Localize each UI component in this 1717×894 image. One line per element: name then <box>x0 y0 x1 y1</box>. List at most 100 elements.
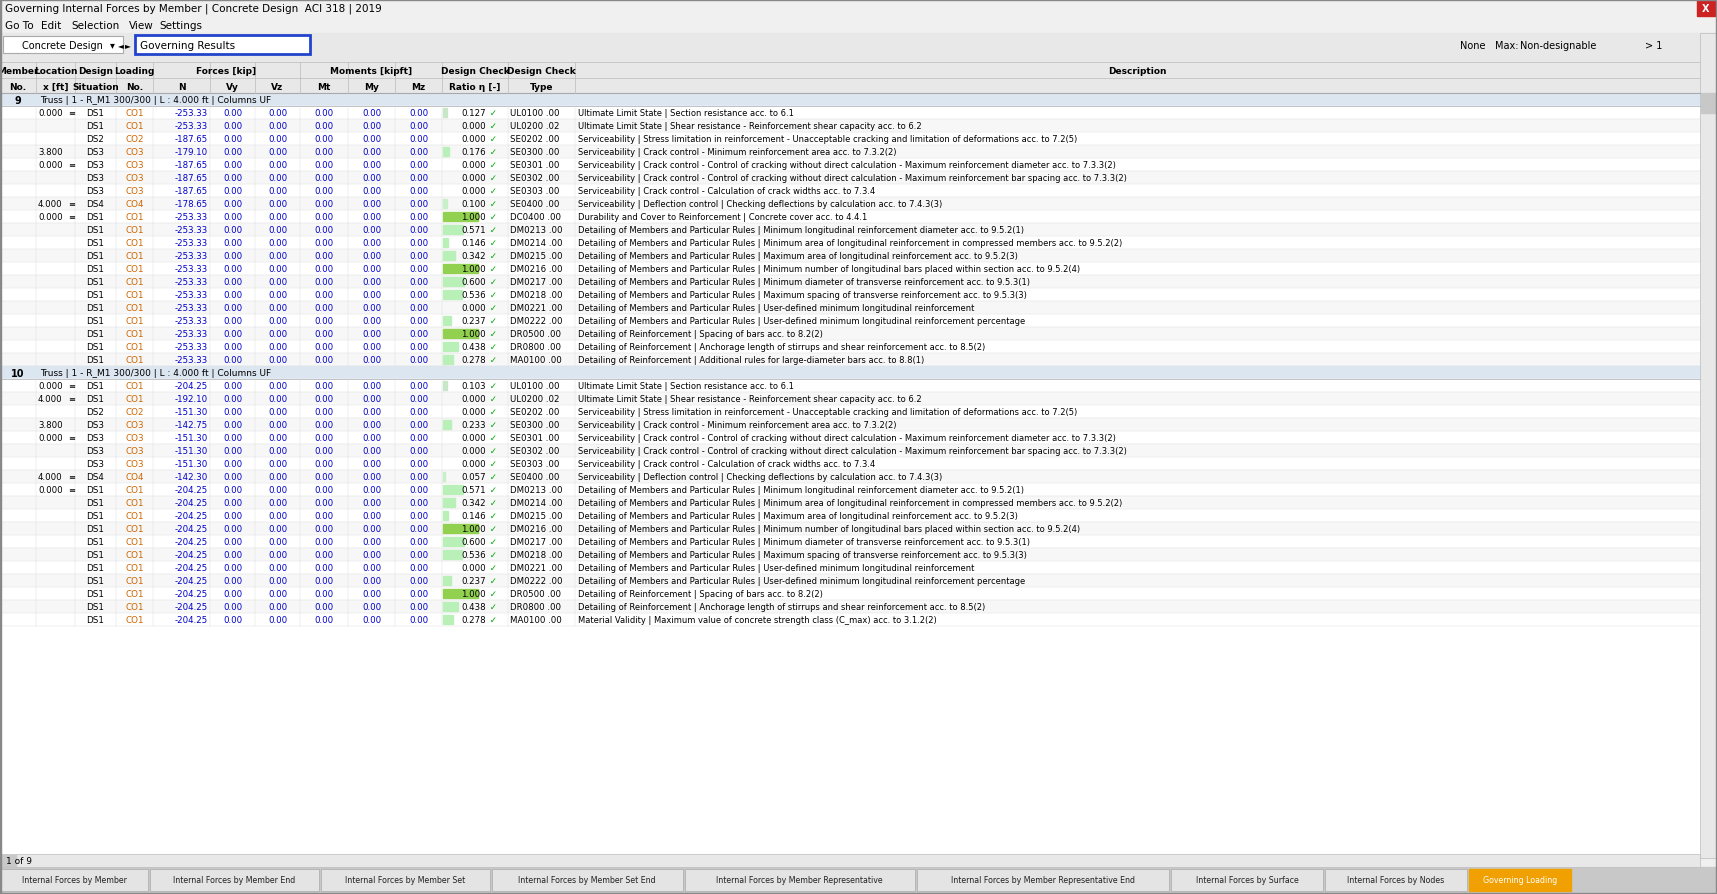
Text: 0.00: 0.00 <box>409 122 428 131</box>
Text: 0.00: 0.00 <box>362 408 381 417</box>
Text: 0.00: 0.00 <box>362 394 381 403</box>
Text: 1 of 9: 1 of 9 <box>5 856 33 865</box>
Text: Non-designable: Non-designable <box>1520 40 1597 50</box>
Bar <box>0 94 1700 107</box>
Text: ≡: ≡ <box>69 472 76 482</box>
Bar <box>0 496 1700 510</box>
Text: ✓: ✓ <box>488 394 496 403</box>
Text: SE0400 .00: SE0400 .00 <box>510 472 560 482</box>
Text: 0.00: 0.00 <box>268 472 287 482</box>
Bar <box>0 536 1700 548</box>
Text: Selection: Selection <box>72 21 120 31</box>
Text: -253.33: -253.33 <box>175 265 208 274</box>
Bar <box>443 226 464 235</box>
Text: -179.10: -179.10 <box>175 148 208 156</box>
Text: Detailing of Members and Particular Rules | Maximum spacing of transverse reinfo: Detailing of Members and Particular Rule… <box>579 551 1027 560</box>
Text: 0.278: 0.278 <box>462 356 486 365</box>
Text: 0.00: 0.00 <box>314 330 333 339</box>
Text: 0.278: 0.278 <box>462 615 486 624</box>
Text: 0.00: 0.00 <box>223 239 242 248</box>
Text: 0.00: 0.00 <box>362 577 381 586</box>
Text: CO4: CO4 <box>125 472 144 482</box>
Text: -253.33: -253.33 <box>175 239 208 248</box>
Text: No.: No. <box>9 82 26 91</box>
Text: ✓: ✓ <box>488 356 496 365</box>
Text: ✓: ✓ <box>488 460 496 468</box>
Text: Serviceability | Crack control - Control of cracking without direct calculation : Serviceability | Crack control - Control… <box>579 434 1116 443</box>
Text: Loading: Loading <box>115 66 155 75</box>
Text: 0.00: 0.00 <box>314 511 333 520</box>
Text: 0.00: 0.00 <box>268 589 287 598</box>
Text: 0.00: 0.00 <box>223 173 242 182</box>
Text: Internal Forces by Member Set End: Internal Forces by Member Set End <box>519 875 656 884</box>
Text: UL0200 .02: UL0200 .02 <box>510 122 560 131</box>
Text: Internal Forces by Member End: Internal Forces by Member End <box>173 875 295 884</box>
Text: 0.000: 0.000 <box>38 485 62 494</box>
Text: ✓: ✓ <box>488 537 496 546</box>
Text: ►: ► <box>125 41 130 50</box>
Text: 0.00: 0.00 <box>409 226 428 235</box>
Text: CO4: CO4 <box>125 199 144 209</box>
Text: 0.00: 0.00 <box>362 265 381 274</box>
Text: 0.00: 0.00 <box>314 291 333 299</box>
Text: 0.00: 0.00 <box>268 446 287 455</box>
Bar <box>0 601 1700 613</box>
Bar <box>0 367 1700 380</box>
Text: 0.00: 0.00 <box>409 291 428 299</box>
Text: 0.00: 0.00 <box>409 446 428 455</box>
Text: Detailing of Reinforcement | Spacing of bars acc. to 8.2(2): Detailing of Reinforcement | Spacing of … <box>579 589 822 598</box>
Bar <box>0 613 1700 627</box>
Text: ✓: ✓ <box>488 563 496 572</box>
Text: 0.00: 0.00 <box>409 187 428 196</box>
Text: 0.00: 0.00 <box>362 615 381 624</box>
Text: Mz: Mz <box>412 82 426 91</box>
Text: 0.00: 0.00 <box>314 265 333 274</box>
Bar <box>0 587 1700 601</box>
Text: 0.00: 0.00 <box>268 563 287 572</box>
Text: 0.00: 0.00 <box>409 511 428 520</box>
Text: ✓: ✓ <box>488 420 496 429</box>
Text: -142.75: -142.75 <box>175 420 208 429</box>
Text: Detailing of Members and Particular Rules | Minimum longitudinal reinforcement d: Detailing of Members and Particular Rule… <box>579 226 1023 235</box>
Text: CO1: CO1 <box>125 525 144 534</box>
Text: 0.00: 0.00 <box>268 199 287 209</box>
Text: 0.00: 0.00 <box>314 316 333 325</box>
Text: 0.00: 0.00 <box>362 382 381 391</box>
Text: 0.00: 0.00 <box>409 577 428 586</box>
Text: Vy: Vy <box>227 82 239 91</box>
Text: Ultimate Limit State | Shear resistance - Reinforcement shear capacity acc. to 6: Ultimate Limit State | Shear resistance … <box>579 394 922 403</box>
Text: 0.00: 0.00 <box>314 226 333 235</box>
Text: CO2: CO2 <box>125 135 144 144</box>
Text: 0.00: 0.00 <box>268 173 287 182</box>
Text: 0.00: 0.00 <box>314 446 333 455</box>
Text: 0.00: 0.00 <box>223 199 242 209</box>
Text: -204.25: -204.25 <box>175 589 208 598</box>
Bar <box>3 37 124 54</box>
Text: Settings: Settings <box>160 21 203 31</box>
Text: ✓: ✓ <box>488 291 496 299</box>
Text: DM0216 .00: DM0216 .00 <box>510 525 563 534</box>
Text: -142.30: -142.30 <box>175 472 208 482</box>
Text: My: My <box>364 82 379 91</box>
Text: ✓: ✓ <box>488 187 496 196</box>
Text: 0.00: 0.00 <box>409 420 428 429</box>
Text: DM0222 .00: DM0222 .00 <box>510 577 563 586</box>
Text: 0.600: 0.600 <box>462 537 486 546</box>
Text: SE0301 .00: SE0301 .00 <box>510 161 560 170</box>
Text: 0.00: 0.00 <box>409 563 428 572</box>
Text: 0.00: 0.00 <box>314 485 333 494</box>
Text: DS1: DS1 <box>86 226 105 235</box>
Text: SE0202 .00: SE0202 .00 <box>510 408 560 417</box>
Text: DS3: DS3 <box>86 148 105 156</box>
Text: 0.00: 0.00 <box>362 148 381 156</box>
Text: DS4: DS4 <box>86 199 105 209</box>
Text: Detailing of Members and Particular Rules | Maximum area of longitudinal reinfor: Detailing of Members and Particular Rule… <box>579 511 1018 520</box>
Text: 0.00: 0.00 <box>223 499 242 508</box>
Text: 0.00: 0.00 <box>362 551 381 560</box>
Text: SE0400 .00: SE0400 .00 <box>510 199 560 209</box>
Text: 0.00: 0.00 <box>314 173 333 182</box>
Text: SE0301 .00: SE0301 .00 <box>510 434 560 443</box>
Text: 0.00: 0.00 <box>314 199 333 209</box>
Text: -253.33: -253.33 <box>175 316 208 325</box>
Bar <box>443 499 455 508</box>
